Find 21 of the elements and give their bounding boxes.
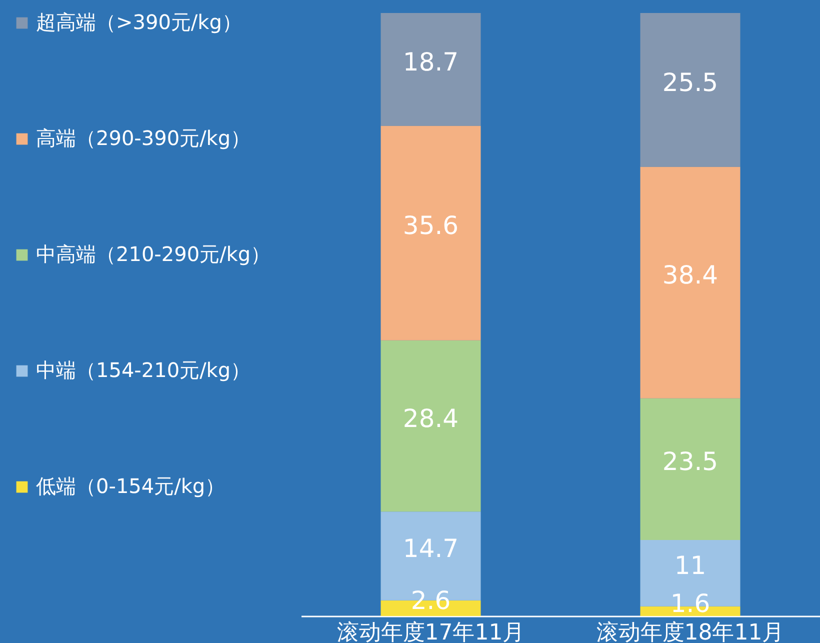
data-label: 18.7	[402, 47, 459, 76]
data-label: 38.4	[662, 260, 718, 290]
data-label: 23.5	[662, 447, 718, 476]
x-tick-label: 滚动年度18年11月	[596, 620, 784, 643]
bar	[380, 340, 481, 512]
data-label: 25.5	[662, 68, 718, 97]
bar	[640, 166, 740, 398]
legend-label: 低端（0-154元/kg）	[36, 474, 226, 498]
bar	[640, 13, 740, 167]
data-label: 28.4	[402, 404, 459, 434]
data-label: 35.6	[402, 211, 459, 240]
x-tick-label: 滚动年度17年11月	[336, 620, 525, 643]
bar	[380, 126, 481, 340]
legend-label: 中高端（210-290元/kg）	[36, 242, 271, 266]
bar	[380, 13, 481, 126]
legend-label: 中端（154-210元/kg）	[36, 358, 251, 382]
bar	[640, 398, 740, 540]
data-label: 11	[674, 551, 706, 580]
data-label: 14.7	[402, 534, 459, 563]
legend-label: 超高端（>390元/kg）	[36, 10, 242, 34]
legend-label: 高端（290-390元/kg）	[36, 126, 251, 150]
